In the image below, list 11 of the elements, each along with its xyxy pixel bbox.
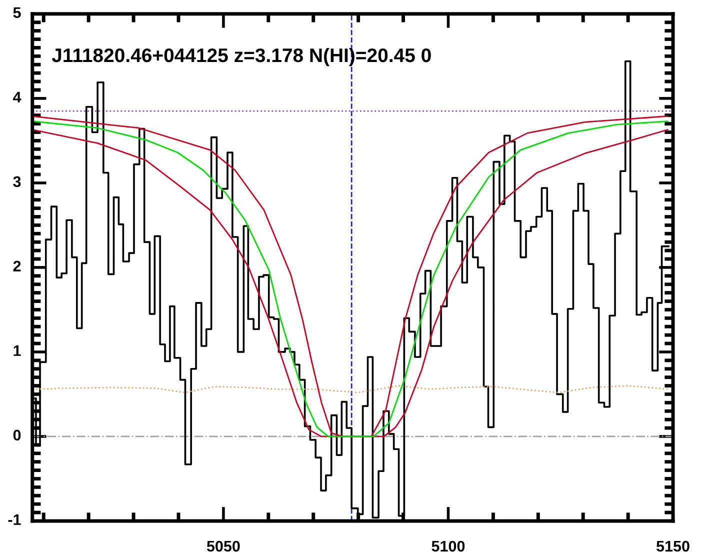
x-tick-label: 5150	[656, 540, 690, 552]
y-tick-label: 2	[13, 260, 21, 272]
y-tick-label: 5	[13, 7, 21, 18]
y-tick-label: 1	[14, 345, 21, 356]
annotation: J111820.46+044125 z=3.178 N(HI)=20.45 0	[52, 48, 431, 66]
y-tick-label: 3	[13, 176, 21, 188]
y-tick-label: -1	[8, 514, 21, 525]
x-tick-label: 5100	[432, 540, 465, 552]
x-tick-label: 5050	[206, 540, 240, 552]
y-tick-label: 4	[13, 92, 22, 102]
y-tick-label: 0	[13, 430, 21, 441]
